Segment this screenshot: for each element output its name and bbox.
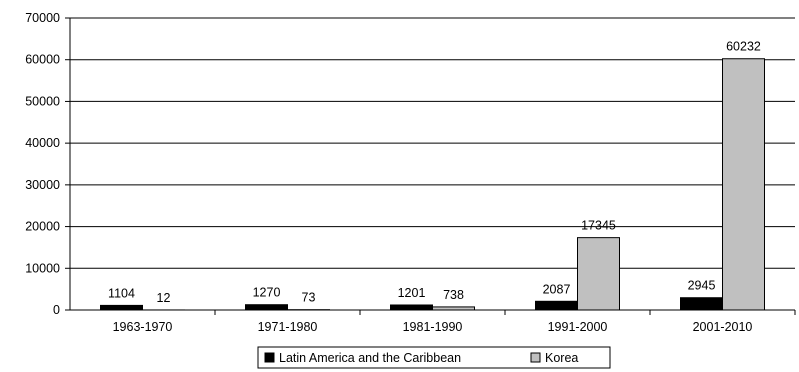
legend-swatch-latin-america (264, 352, 275, 363)
y-tick-label: 40000 (25, 136, 60, 150)
legend-swatch-korea (530, 352, 541, 363)
legend-border (257, 346, 611, 369)
bar-korea (577, 237, 620, 311)
legend-label-latin-america: Latin America and the Caribbean (279, 351, 461, 365)
y-tick-label: 50000 (25, 94, 60, 108)
bar-korea (722, 58, 765, 311)
y-tick-label: 20000 (25, 220, 60, 234)
y-tick-label: 10000 (25, 261, 60, 275)
bar-latin-america (535, 300, 578, 311)
y-axis-ticks: 0 10000 20000 30000 40000 50000 60000 70000 (25, 11, 70, 317)
x-tick-label: 1981-1990 (403, 320, 463, 334)
data-label: 1104 (108, 286, 135, 300)
x-tick-label: 1963-1970 (113, 320, 173, 334)
data-label: 2087 (543, 282, 571, 296)
x-axis-ticks: 1963-1970 1971-1980 1981-1990 1991-2000 2001… (113, 310, 796, 334)
y-tick-label: 60000 (25, 53, 60, 67)
y-tick-label: 0 (53, 303, 60, 317)
bar-latin-america (245, 304, 288, 311)
y-tick-label: 70000 (25, 11, 60, 25)
legend: Latin America and the Caribbean Korea (257, 346, 611, 369)
data-label: 12 (157, 291, 171, 305)
x-tick-label: 1971-1980 (258, 320, 318, 334)
legend-label-korea: Korea (545, 351, 578, 365)
data-labels: 1104 12 1270 73 1201 738 2087 17345 2945 60232 (108, 40, 761, 305)
data-label: 60232 (726, 40, 761, 54)
y-tick-label: 30000 (25, 178, 60, 192)
bars (100, 58, 765, 311)
bar-latin-america (390, 304, 433, 311)
data-label: 17345 (581, 219, 616, 233)
bar-latin-america (100, 304, 143, 311)
x-tick-label: 2001-2010 (693, 320, 753, 334)
data-label: 73 (302, 291, 316, 305)
gridlines (70, 17, 795, 269)
data-label: 1201 (398, 286, 426, 300)
bar-latin-america (680, 297, 723, 311)
data-label: 1270 (253, 286, 281, 300)
data-label: 2945 (688, 279, 716, 293)
data-label: 738 (443, 288, 464, 302)
x-tick-label: 1991-2000 (548, 320, 608, 334)
